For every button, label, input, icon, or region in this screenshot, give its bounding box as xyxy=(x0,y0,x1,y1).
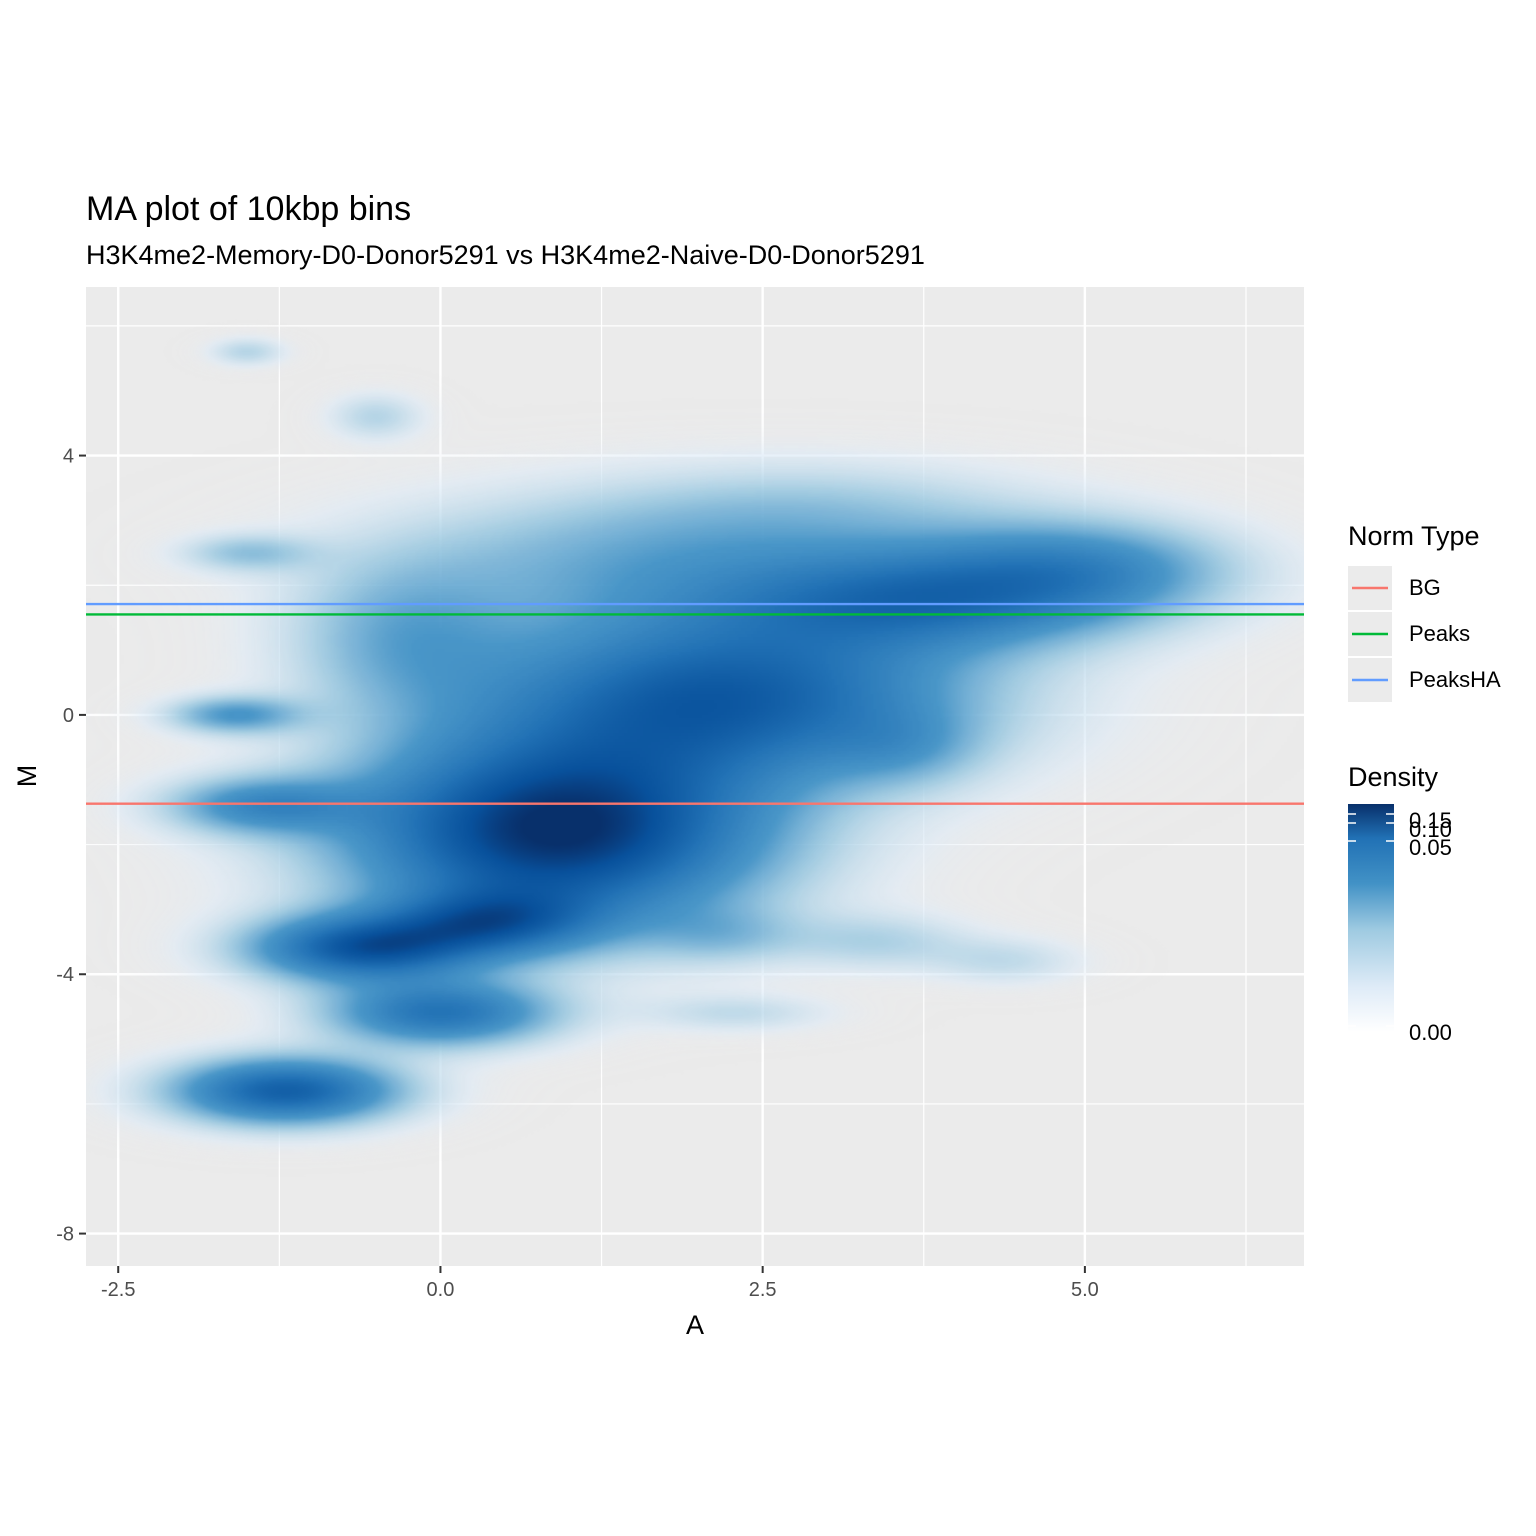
norm-lines xyxy=(86,602,1304,805)
x-tick-label: 0.0 xyxy=(427,1279,455,1301)
legend-label-peaks: Peaks xyxy=(1409,621,1470,646)
legend-label-bg: BG xyxy=(1409,575,1441,600)
x-axis-title: A xyxy=(686,1310,704,1340)
y-tick-label: 4 xyxy=(63,446,74,468)
colorbar-label: 0.10 xyxy=(1409,817,1452,842)
x-tick-label: 2.5 xyxy=(749,1279,777,1301)
x-axis: -2.5 0.0 2.5 5.0 xyxy=(101,1266,1099,1301)
legend-title-norm-type: Norm Type xyxy=(1348,521,1480,551)
y-tick-label: 0 xyxy=(63,705,74,727)
density-colorbar-ticks: 0.150.100.05 0.00 xyxy=(1348,808,1452,1045)
chart-title: MA plot of 10kbp bins xyxy=(86,190,411,228)
legend-label-peaksha: PeaksHA xyxy=(1409,667,1501,692)
colorbar-label: 0.15 xyxy=(1409,808,1452,833)
colorbar-label: 0.00 xyxy=(1409,1020,1452,1045)
legend-norm-type: BG Peaks PeaksHA xyxy=(1348,566,1501,702)
density-colorbar xyxy=(1348,804,1394,1032)
y-tick-label: -8 xyxy=(56,1224,74,1246)
y-axis: 4 0 -4 -8 xyxy=(56,446,86,1246)
x-tick-label: 5.0 xyxy=(1071,1279,1099,1301)
density-raster xyxy=(86,287,1304,1266)
colorbar-label: 0.05 xyxy=(1409,835,1452,860)
y-axis-title: M xyxy=(12,765,42,788)
legend-title-density: Density xyxy=(1348,762,1439,792)
chart-subtitle: H3K4me2-Memory-D0-Donor5291 vs H3K4me2-N… xyxy=(86,240,925,270)
x-tick-label: -2.5 xyxy=(101,1279,135,1301)
y-tick-label: -4 xyxy=(56,964,74,986)
